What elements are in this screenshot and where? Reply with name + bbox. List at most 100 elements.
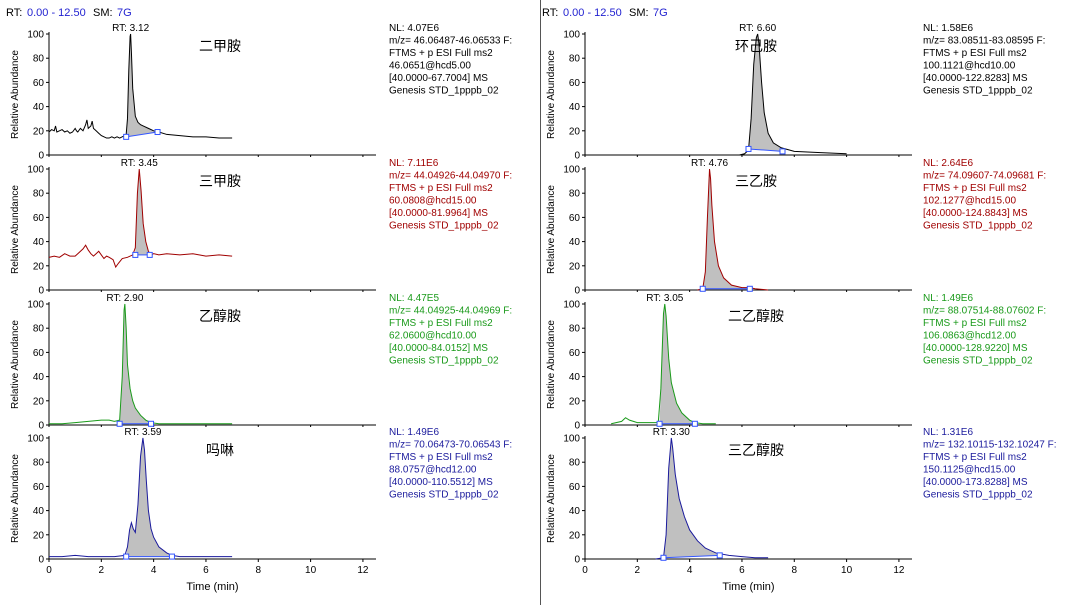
column-divider — [540, 0, 541, 605]
info-line: NL: 7.11E6 — [389, 158, 439, 169]
y-tick-label: 40 — [33, 237, 45, 248]
compound-name: 三甲胺 — [199, 174, 241, 190]
info-line: NL: 1.31E6 — [923, 427, 973, 438]
baseline-marker — [168, 553, 175, 560]
x-tick-label: 0 — [582, 565, 588, 576]
baseline-marker — [699, 285, 706, 292]
x-tick-label: 2 — [99, 565, 105, 576]
rt-label: RT: 3.05 — [646, 293, 683, 304]
info-line: 106.0863@hcd12.00 — [923, 331, 1016, 342]
rt-label: RT: 3.45 — [121, 158, 158, 169]
baseline-marker — [116, 420, 123, 427]
baseline-marker — [660, 554, 667, 561]
y-axis-label: Relative Abundance — [546, 454, 557, 543]
header-sm-label: SM: — [93, 7, 113, 19]
info-line: Genesis STD_1pppb_02 — [923, 86, 1033, 97]
y-tick-label: 100 — [27, 434, 44, 445]
header-rt-range: 0.00 - 12.50 — [563, 7, 622, 19]
y-tick-label: 40 — [569, 102, 581, 113]
info-line: 150.1125@hcd15.00 — [923, 465, 1016, 476]
y-tick-label: 60 — [33, 482, 45, 493]
compound-name: 环己胺 — [735, 39, 777, 55]
y-tick-label: 80 — [33, 324, 45, 335]
y-tick-label: 60 — [33, 213, 45, 224]
info-line: FTMS + p ESI Full ms2 — [389, 452, 493, 463]
y-tick-label: 100 — [27, 300, 44, 311]
x-tick-label: 4 — [687, 565, 693, 576]
info-line: FTMS + p ESI Full ms2 — [923, 318, 1027, 329]
info-line: Genesis STD_1pppb_02 — [923, 356, 1033, 367]
compound-name: 三乙醇胺 — [728, 442, 784, 459]
x-tick-label: 8 — [255, 565, 261, 576]
y-axis-label: Relative Abundance — [546, 320, 557, 409]
trace-line — [48, 33, 233, 139]
info-line: m/z= 46.06487-46.06533 F: — [389, 36, 512, 47]
info-line: NL: 1.58E6 — [923, 23, 973, 34]
info-line: 88.0757@hcd12.00 — [389, 465, 477, 476]
header-sm-value: 7G — [117, 7, 132, 19]
y-tick-label: 40 — [569, 237, 581, 248]
y-tick-label: 80 — [569, 54, 581, 65]
y-axis-label: Relative Abundance — [10, 50, 21, 139]
y-tick-label: 100 — [563, 434, 580, 445]
info-line: [40.0000-124.8843] MS — [923, 208, 1028, 219]
y-tick-label: 0 — [574, 151, 580, 162]
y-tick-label: 20 — [569, 530, 581, 541]
baseline-marker — [146, 251, 153, 258]
trace-line — [739, 33, 847, 156]
info-line: Genesis STD_1pppb_02 — [389, 356, 499, 367]
y-tick-label: 80 — [33, 54, 45, 65]
info-line: [40.0000-110.5512] MS — [389, 477, 493, 488]
rt-label: RT: 4.76 — [691, 158, 728, 169]
panel-2: 0 20 40 60 80 100 Relative Abundance RT: 3.45 三甲… — [10, 158, 512, 297]
y-tick-label: 60 — [569, 213, 581, 224]
rt-label: RT: 3.30 — [653, 427, 690, 438]
info-line: m/z= 74.09607-74.09681 F: — [923, 171, 1046, 182]
peak-area — [702, 169, 750, 289]
info-line: [40.0000-122.8283] MS — [923, 73, 1028, 84]
y-tick-label: 0 — [574, 555, 580, 566]
x-tick-label: 10 — [841, 565, 853, 576]
x-tick-label: 0 — [46, 565, 52, 576]
info-line: FTMS + p ESI Full ms2 — [923, 452, 1027, 463]
panel-8: 0 20 40 60 80 100 Relative Abundance 0 2 4 6 8 10 12 T… — [546, 427, 1057, 593]
trace-line — [611, 303, 716, 425]
info-line: Genesis STD_1pppb_02 — [923, 490, 1033, 501]
info-line: NL: 2.64E6 — [923, 158, 973, 169]
trace-line — [49, 437, 233, 558]
y-tick-label: 80 — [33, 189, 45, 200]
info-line: FTMS + p ESI Full ms2 — [389, 318, 493, 329]
peak-area — [663, 438, 720, 558]
trace-line — [48, 168, 233, 269]
compound-name: 吗啉 — [206, 443, 234, 459]
y-tick-label: 80 — [33, 458, 45, 469]
y-tick-label: 100 — [563, 165, 580, 176]
panel-5: 0 20 40 60 80 100 Relative Abundance RT: 6.60 环己… — [546, 23, 1045, 162]
info-line: [40.0000-173.8288] MS — [923, 477, 1028, 488]
y-tick-label: 0 — [574, 286, 580, 297]
panel-4: 0 20 40 60 80 100 Relative Abundance 0 2 4 6 8 10 12 T… — [10, 427, 512, 593]
y-axis-label: Relative Abundance — [546, 185, 557, 274]
compound-name: 乙醇胺 — [199, 308, 241, 325]
trace-line — [655, 437, 769, 560]
baseline-marker — [123, 553, 130, 560]
header-rt-label: RT: — [542, 7, 558, 19]
y-tick-label: 20 — [569, 396, 581, 407]
y-tick-label: 20 — [569, 126, 581, 137]
y-tick-label: 0 — [38, 555, 44, 566]
y-tick-label: 60 — [33, 348, 45, 359]
info-line: m/z= 44.04925-44.04969 F: — [389, 306, 512, 317]
peak-area — [126, 34, 158, 137]
x-tick-label: 10 — [305, 565, 317, 576]
info-line: 62.0600@hcd10.00 — [389, 331, 477, 342]
header-sm-label: SM: — [629, 7, 649, 19]
header-right: RT: 0.00 - 12.50 SM: 7G — [542, 7, 668, 19]
baseline-marker — [656, 420, 663, 427]
info-line: 60.0808@hcd15.00 — [389, 196, 477, 207]
baseline-marker — [716, 552, 723, 559]
info-line: NL: 1.49E6 — [389, 427, 439, 438]
y-tick-label: 20 — [33, 530, 45, 541]
peak-area — [748, 34, 783, 152]
y-tick-label: 40 — [569, 506, 581, 517]
